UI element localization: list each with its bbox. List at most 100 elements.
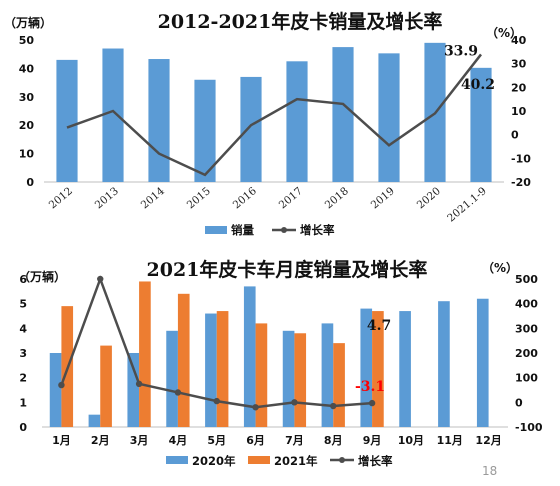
left-axis: 0 10 20 30 40 50: [19, 34, 35, 189]
left-tick-label: 4: [19, 322, 27, 335]
bar-sales: [148, 59, 170, 182]
right-axis: -20 -10 0 10 20 30 40: [511, 34, 531, 189]
bar-2020: [243, 286, 256, 427]
bar-2021: [216, 311, 229, 427]
legend-marker-growth: [281, 227, 287, 233]
right-axis-unit: （%）: [486, 25, 522, 40]
bar-sales: [102, 48, 124, 182]
right-tick-label: -10: [511, 152, 531, 165]
x-axis: 1月 2月 3月 4月 5月 6月 7月 8月 9月 10月 11月 12月: [52, 434, 502, 447]
bar-2021: [294, 333, 307, 427]
right-tick-label: 0: [515, 396, 523, 409]
left-tick-label: 40: [19, 62, 35, 75]
bar-2020: [360, 308, 373, 427]
left-tick-label: 5: [19, 298, 27, 311]
line-growth-point: [58, 381, 65, 389]
legend-label-growth: 增长率: [300, 223, 335, 237]
right-tick-label: 10: [511, 105, 527, 118]
bar-2020: [438, 301, 450, 427]
line-growth-point: [252, 404, 259, 411]
right-tick-label: 40: [511, 34, 527, 47]
left-tick-label: 0: [19, 421, 27, 434]
data-label-sales: 40.2: [461, 77, 495, 93]
bar-2021: [372, 311, 384, 427]
line-growth-point: [135, 380, 143, 388]
chart-title: 2012-2021年皮卡销量及增长率: [158, 10, 443, 33]
legend-label-growth: 增长率: [358, 454, 393, 468]
x-tick-label: 2012: [47, 185, 75, 211]
x-tick-label: 2021.1-9: [445, 185, 489, 224]
chart-title: 2021年皮卡车月度销量及增长率: [147, 258, 428, 281]
line-growth-point: [97, 275, 104, 283]
data-label-growth-sep: -3.1: [355, 379, 385, 395]
legend: 销量 增长率: [205, 223, 335, 237]
x-tick-label: 2014: [139, 185, 167, 212]
bar-sales: [470, 67, 492, 182]
left-tick-label: 0: [26, 176, 34, 189]
x-tick-label: 11月: [437, 434, 463, 447]
data-label-growth: 33.9: [444, 43, 478, 59]
right-tick-label: -20: [511, 176, 531, 189]
data-label-2021-sep: 4.7: [367, 318, 391, 334]
x-tick-label: 2020: [415, 185, 443, 211]
legend-label-2020: 2020年: [192, 454, 236, 468]
left-tick-label: 50: [19, 34, 35, 47]
bar-2021: [333, 343, 345, 427]
bar-sales: [286, 61, 308, 182]
left-axis-unit: （万辆）: [4, 15, 52, 30]
chart-annual-sales: 2012-2021年皮卡销量及增长率 （万辆） （%） 01020304050 …: [4, 10, 531, 237]
bar-2020: [166, 330, 178, 427]
x-tick-label: 10月: [398, 434, 424, 447]
line-series: [66, 53, 482, 177]
x-tick-label: 2019: [369, 185, 397, 211]
right-tick-label: 500: [515, 273, 538, 286]
x-tick-label: 1月: [52, 434, 71, 447]
line-series: [58, 275, 376, 411]
bar-2020: [49, 353, 62, 427]
left-tick-label: 10: [19, 148, 35, 161]
right-tick-label: 20: [511, 81, 527, 94]
bar-series: [49, 281, 489, 427]
x-tick-label: 7月: [285, 434, 304, 447]
bar-2020: [476, 298, 489, 427]
x-tick-label: 2月: [91, 434, 110, 447]
right-tick-label: 0: [511, 129, 519, 142]
bar-2021: [139, 281, 151, 427]
left-tick-label: 1: [19, 396, 27, 409]
right-tick-label: 30: [511, 58, 527, 71]
right-tick-label: 300: [515, 322, 538, 335]
x-tick-label: 5月: [207, 434, 226, 447]
left-tick-label: 20: [19, 119, 35, 132]
bar-2021: [255, 323, 268, 427]
x-tick-label: 2015: [185, 185, 213, 211]
bar-2020: [205, 313, 217, 427]
right-axis-unit: （%）: [482, 260, 518, 275]
bar-2021: [177, 293, 190, 427]
legend-swatch-sales: [205, 226, 227, 234]
bar-sales: [56, 59, 78, 182]
right-tick-label: 100: [515, 372, 538, 385]
bar-2021: [100, 345, 112, 427]
right-tick-label: 200: [515, 347, 538, 360]
left-tick-label: 3: [19, 347, 27, 360]
left-tick-label: 30: [19, 91, 35, 104]
line-growth-point: [330, 402, 337, 410]
left-tick-label: 6: [19, 273, 27, 286]
line-growth-point: [174, 389, 182, 396]
legend: 2020年 2021年 增长率: [166, 454, 393, 468]
legend-marker-growth: [339, 457, 345, 463]
x-axis: 2012 2013 2014 2015 2016 2017 2018 2019 2020 2021…: [47, 185, 489, 225]
line-growth-point: [213, 397, 220, 405]
x-tick-label: 8月: [324, 434, 343, 447]
bar-2020: [88, 414, 101, 427]
bar-sales: [332, 47, 354, 182]
x-tick-label: 12月: [475, 434, 501, 447]
x-tick-label: 2018: [323, 185, 351, 211]
legend-swatch-2020: [166, 456, 188, 464]
bar-sales: [194, 79, 216, 182]
left-axis: 0 1 2 3 4 5 6: [19, 273, 27, 434]
left-axis-unit: （万辆）: [18, 269, 66, 284]
right-tick-label: -100: [515, 421, 543, 434]
bar-series: [56, 42, 492, 183]
